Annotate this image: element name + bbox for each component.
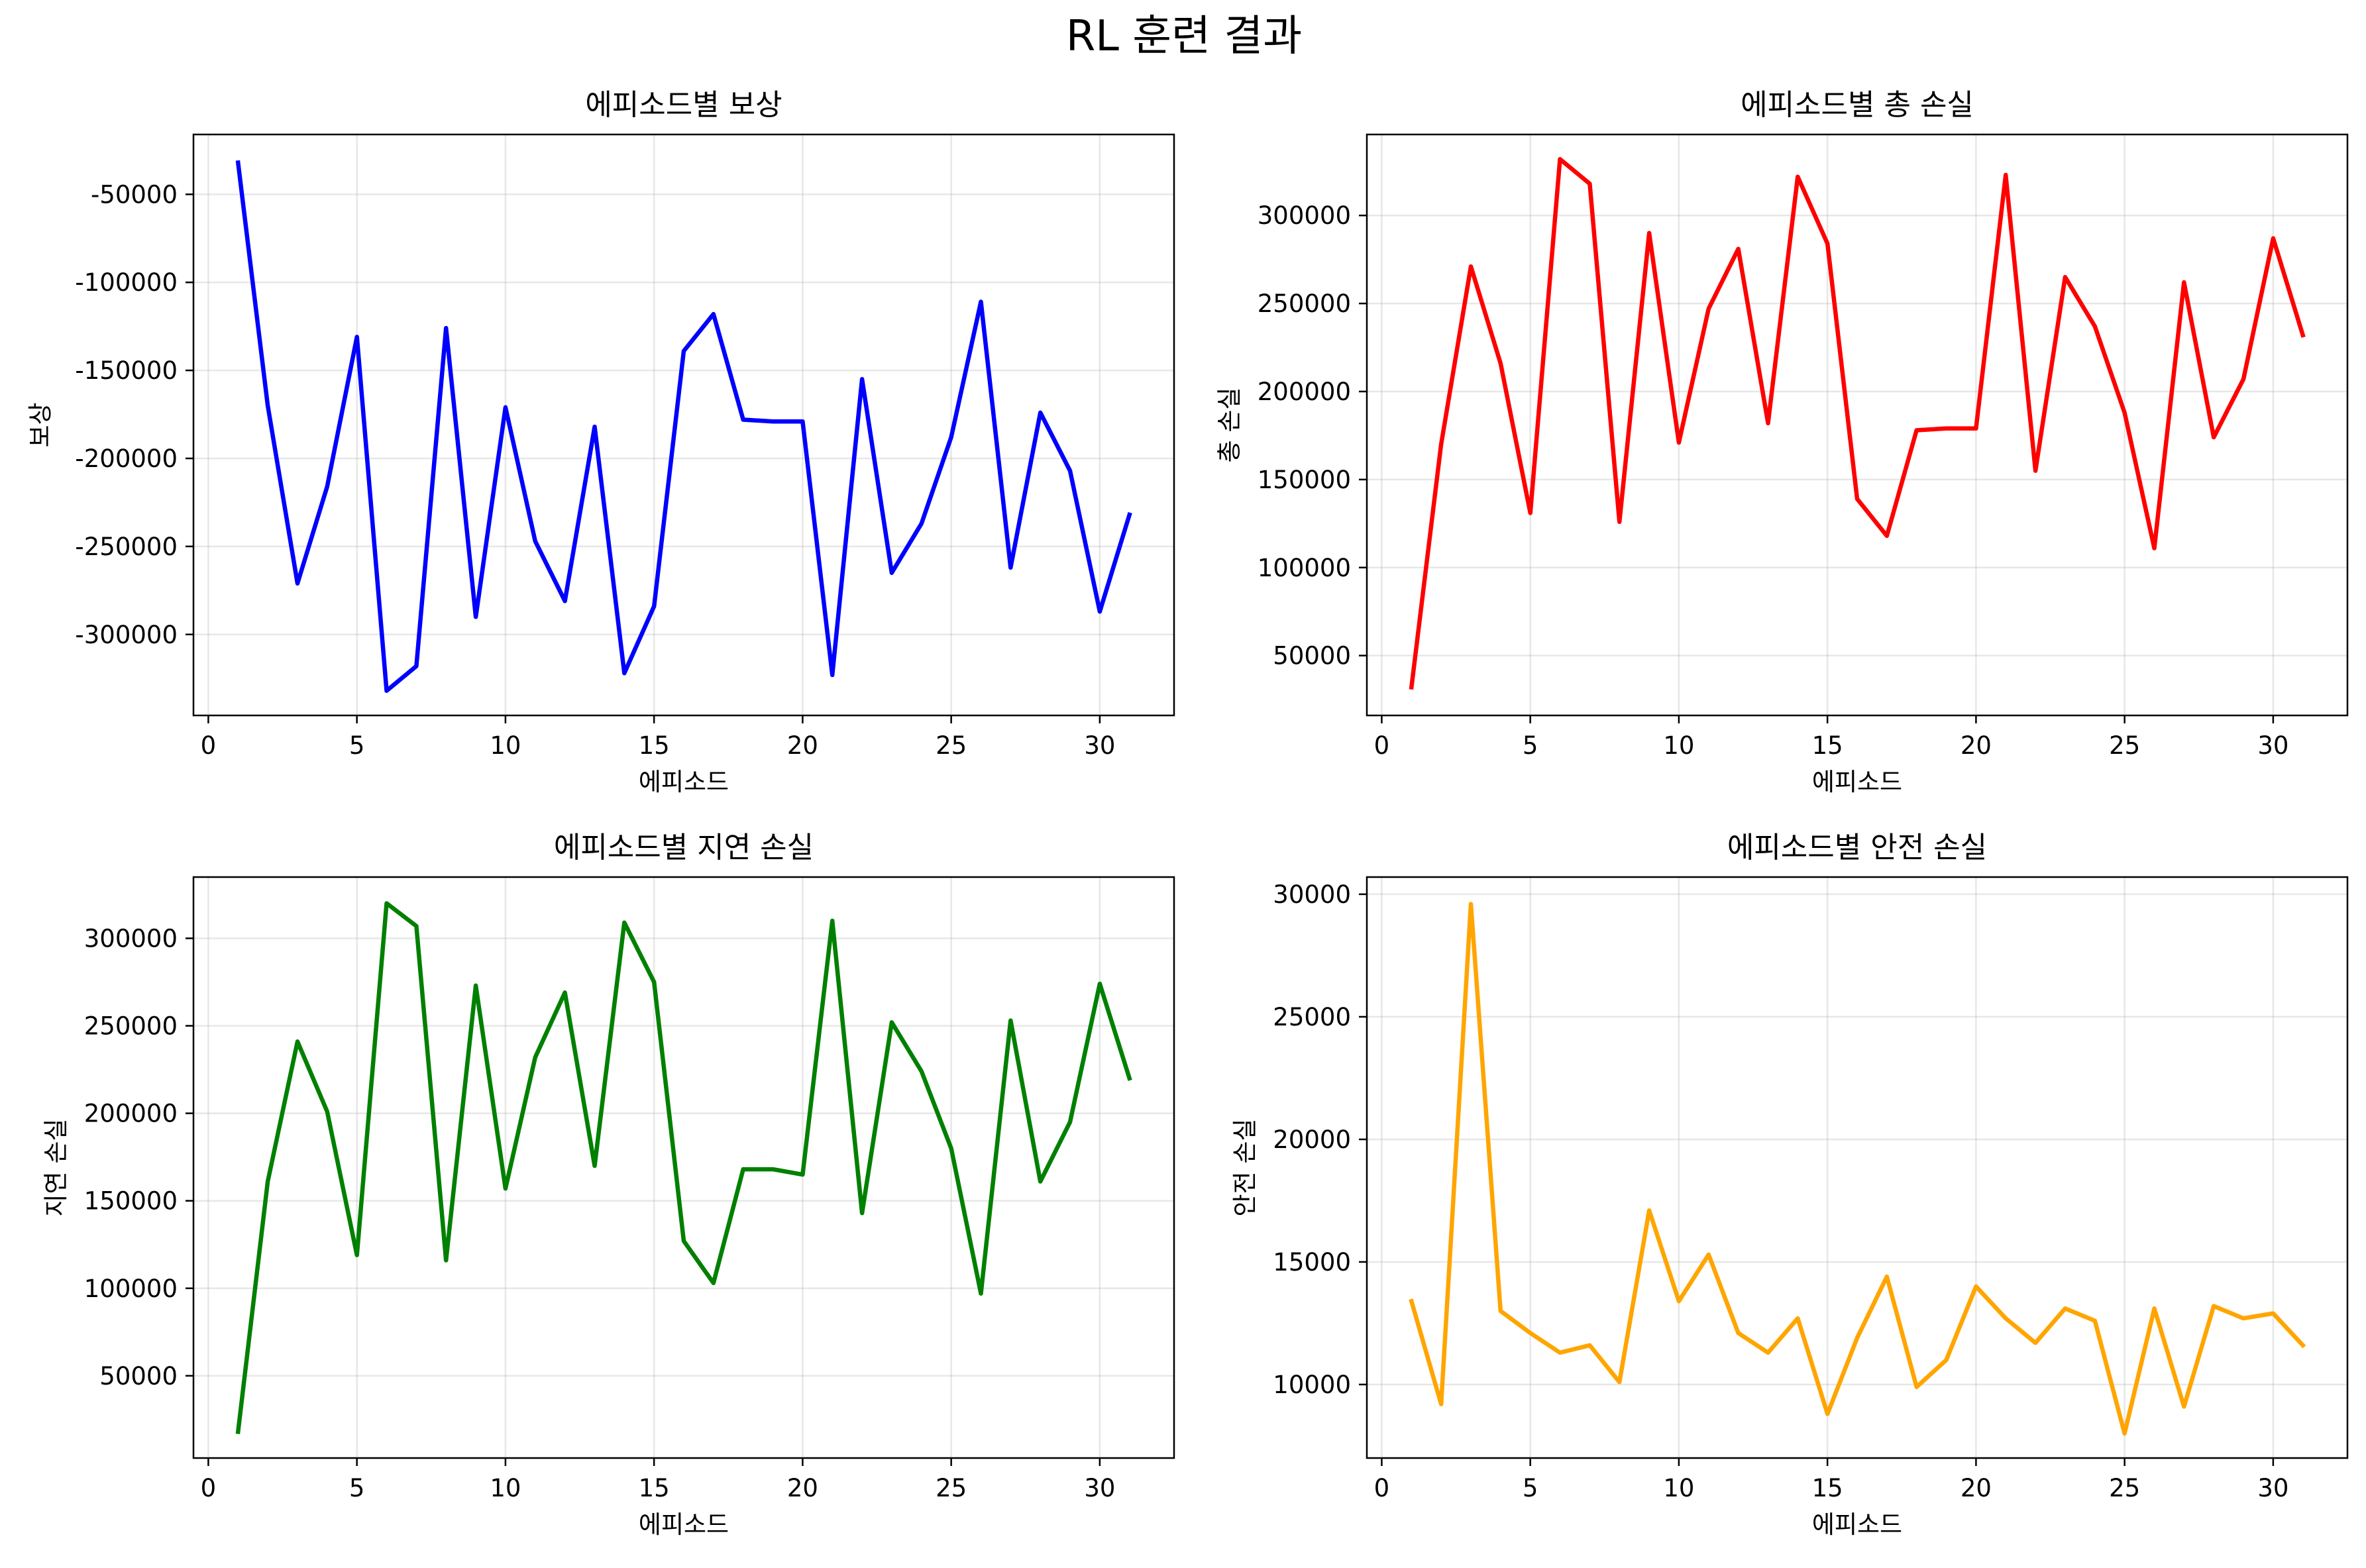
- chart-title: 에피소드별 보상: [585, 88, 782, 122]
- y-tick-label: 150000: [84, 1187, 178, 1216]
- y-tick-label: 30000: [1273, 880, 1351, 909]
- y-tick-label: 50000: [99, 1362, 178, 1390]
- x-tick-label: 15: [1812, 731, 1843, 760]
- y-tick-label: 15000: [1273, 1248, 1351, 1277]
- x-tick-label: 10: [490, 1474, 521, 1502]
- x-tick-label: 25: [936, 731, 967, 760]
- x-tick-label: 10: [490, 731, 521, 760]
- y-tick-label: -300000: [75, 621, 178, 649]
- x-tick-label: 15: [1812, 1474, 1843, 1502]
- y-tick-label: -50000: [91, 180, 178, 209]
- y-tick-label: 20000: [1273, 1125, 1351, 1154]
- x-tick-label: 20: [1961, 1474, 1992, 1502]
- x-tick-label: 5: [349, 731, 365, 760]
- chart-title: 에피소드별 지연 손실: [554, 831, 814, 864]
- x-tick-label: 30: [2257, 731, 2288, 760]
- x-tick-label: 20: [1961, 731, 1992, 760]
- chart-panel-3: 0 5 10 15 20 25 30 50000 100000 150000 200000 25000…: [42, 831, 1175, 1539]
- y-tick-label: 250000: [84, 1012, 178, 1041]
- axes-frame: [1366, 133, 2349, 717]
- chart-panel-2: 0 5 10 15 20 25 30 50000 100000 150000 200000 25000…: [1215, 88, 2349, 796]
- x-tick-label: 0: [1374, 731, 1390, 760]
- x-tick-label: 15: [639, 731, 670, 760]
- x-tick-label: 5: [1523, 731, 1538, 760]
- x-axis-label: 에피소드: [639, 768, 729, 796]
- y-tick-label: 10000: [1273, 1371, 1351, 1399]
- y-tick-label: -200000: [75, 444, 178, 473]
- series-line: [1409, 902, 2306, 1436]
- chart-title: 에피소드별 총 손실: [1741, 88, 1974, 122]
- figure-suptitle: RL 훈련 결과: [1066, 12, 1302, 61]
- series-line: [235, 901, 1132, 1435]
- x-tick-label: 5: [1523, 1474, 1538, 1502]
- y-axis-label: 총 손실: [1215, 388, 1244, 463]
- chart-panel-1: 0 5 10 15 20 25 30 -300000 -250000 -200000 -150000…: [27, 88, 1175, 796]
- y-tick-label: 150000: [1258, 466, 1351, 494]
- x-tick-label: 0: [1374, 1474, 1390, 1502]
- x-axis-label: 에피소드: [639, 1510, 729, 1539]
- y-tick-label: 25000: [1273, 1003, 1351, 1031]
- y-tick-label: -250000: [75, 533, 178, 561]
- x-tick-label: 10: [1663, 731, 1694, 760]
- y-axis-label: 보상: [27, 402, 55, 447]
- x-tick-label: 10: [1663, 1474, 1694, 1502]
- axes-frame: [192, 876, 1175, 1459]
- y-tick-label: -100000: [75, 268, 178, 297]
- series-line: [235, 160, 1132, 694]
- y-tick-label: 300000: [84, 924, 178, 953]
- axes-frame: [192, 133, 1175, 717]
- x-tick-label: 25: [936, 1474, 967, 1502]
- x-tick-label: 25: [2109, 1474, 2140, 1502]
- y-tick-label: 100000: [84, 1275, 178, 1303]
- y-tick-label: 200000: [1258, 378, 1351, 406]
- y-axis-label: 지연 손실: [42, 1119, 70, 1217]
- y-tick-label: 250000: [1258, 289, 1351, 318]
- x-tick-label: 0: [201, 1474, 217, 1502]
- x-tick-label: 15: [639, 1474, 670, 1502]
- series-line: [1409, 156, 2306, 690]
- x-tick-label: 25: [2109, 731, 2140, 760]
- y-axis-label: 안전 손실: [1231, 1119, 1260, 1217]
- x-tick-label: 30: [1084, 731, 1115, 760]
- axes-frame: [1366, 876, 2349, 1459]
- y-tick-label: 50000: [1273, 642, 1351, 670]
- y-tick-label: 300000: [1258, 201, 1351, 230]
- x-tick-label: 20: [787, 1474, 818, 1502]
- x-tick-label: 30: [2257, 1474, 2288, 1502]
- y-tick-label: -150000: [75, 356, 178, 385]
- x-tick-label: 20: [787, 731, 818, 760]
- x-axis-label: 에피소드: [1812, 1510, 1902, 1539]
- x-axis-label: 에피소드: [1812, 768, 1902, 796]
- x-tick-label: 5: [349, 1474, 365, 1502]
- x-tick-label: 30: [1084, 1474, 1115, 1502]
- y-tick-label: 200000: [84, 1100, 178, 1128]
- chart-title: 에피소드별 안전 손실: [1727, 831, 1987, 864]
- y-tick-label: 100000: [1258, 554, 1351, 582]
- chart-panel-4: 0 5 10 15 20 25 30 10000 15000 20000 25000 30000 에피소…: [1231, 831, 2349, 1539]
- x-tick-label: 0: [201, 731, 217, 760]
